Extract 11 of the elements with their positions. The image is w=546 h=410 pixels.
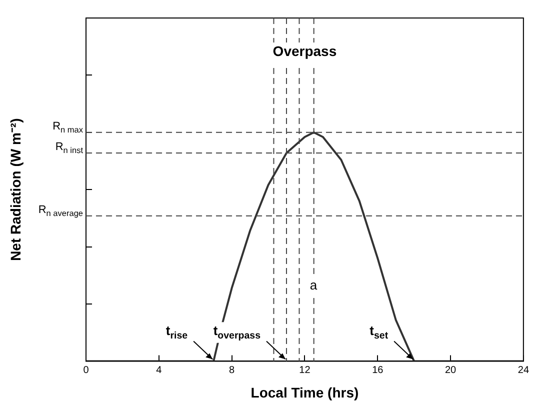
x-tick-label: 16 xyxy=(372,364,384,376)
x-tick-label: 12 xyxy=(299,364,311,376)
x-tick-label: 4 xyxy=(156,364,162,376)
x-axis-title: Local Time (hrs) xyxy=(250,384,359,400)
y-axis-title: Net Radiation (W m⁻²) xyxy=(7,118,24,261)
annotation: a xyxy=(310,277,318,292)
x-tick-label: 0 xyxy=(83,364,90,376)
x-tick-label: 8 xyxy=(229,364,236,376)
x-tick-label: 20 xyxy=(444,364,457,376)
x-tick-label: 24 xyxy=(518,364,530,376)
text: Overpass xyxy=(272,43,337,60)
